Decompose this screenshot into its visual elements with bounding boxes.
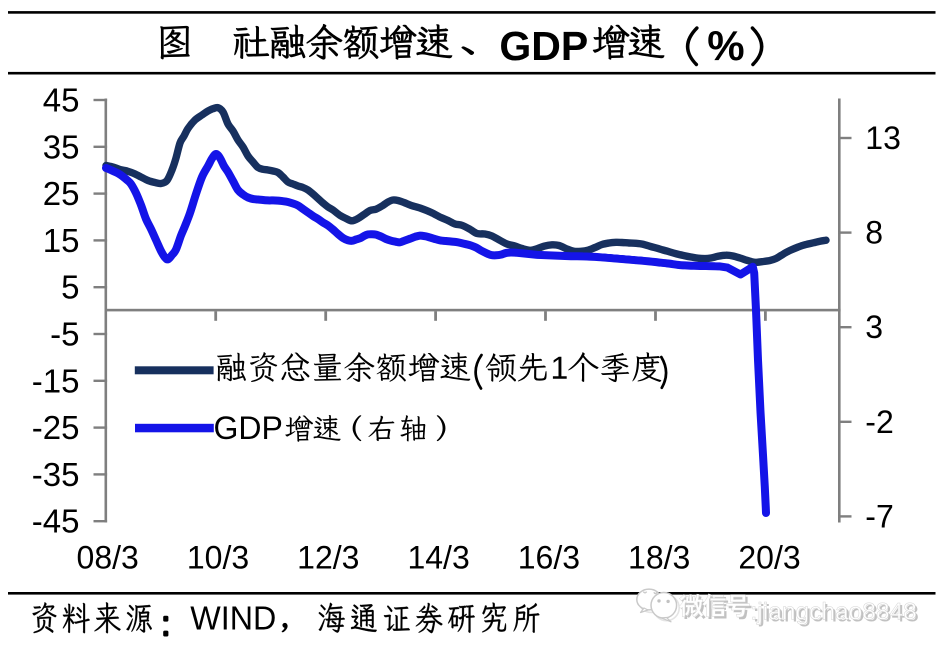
svg-text:-45: -45 — [32, 503, 80, 540]
svg-text:08/3: 08/3 — [77, 540, 139, 576]
svg-text:-5: -5 — [50, 316, 79, 353]
svg-text::jiangchao8848: :jiangchao8848 — [751, 599, 917, 626]
svg-text:5: 5 — [61, 269, 79, 306]
svg-text:WIND: WIND — [190, 600, 276, 637]
svg-text:-35: -35 — [32, 456, 80, 493]
svg-text:14/3: 14/3 — [407, 540, 469, 576]
svg-text:18/3: 18/3 — [628, 540, 690, 576]
svg-text:GDP: GDP — [214, 410, 283, 446]
svg-text::jiangchao8848: :jiangchao8848 — [753, 601, 919, 628]
svg-text:-2: -2 — [865, 404, 893, 440]
svg-text:%: % — [707, 22, 744, 69]
svg-text:45: 45 — [43, 82, 80, 119]
svg-text:16/3: 16/3 — [518, 540, 580, 576]
svg-text:25: 25 — [43, 175, 80, 212]
svg-text:8: 8 — [865, 215, 883, 251]
svg-text:13: 13 — [865, 120, 901, 156]
svg-text:10/3: 10/3 — [187, 540, 249, 576]
svg-text:15: 15 — [43, 222, 80, 259]
svg-text:-25: -25 — [32, 409, 80, 446]
svg-text:12/3: 12/3 — [297, 540, 359, 576]
svg-text:20/3: 20/3 — [738, 540, 800, 576]
svg-text:GDP: GDP — [499, 23, 588, 69]
svg-text:35: 35 — [43, 128, 80, 165]
svg-text:3: 3 — [865, 309, 883, 345]
svg-text:-7: -7 — [865, 498, 893, 534]
svg-text:-15: -15 — [32, 362, 80, 399]
